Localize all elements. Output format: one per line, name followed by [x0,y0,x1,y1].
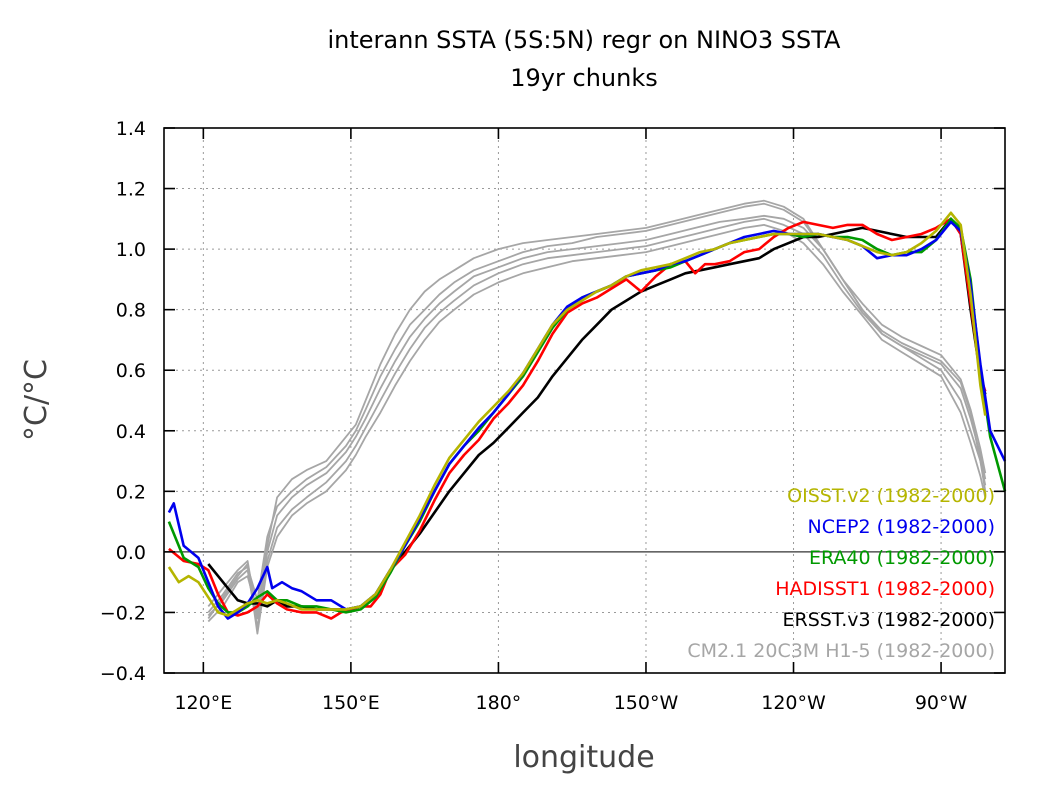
y-tick-label: 1.4 [116,118,146,140]
y-tick-label: −0.4 [100,663,146,685]
y-tick-label: 1.2 [116,179,146,201]
legend-entry: ERSST.v3 (1982-2000) [783,609,995,631]
x-tick-label: 150°W [614,692,679,714]
model-member-line [207,214,987,620]
model-member-line [207,223,987,635]
y-tick-label: 0.0 [116,542,146,564]
series-lines [167,199,1007,635]
plot-frame [163,127,1006,674]
y-tick-label: 0.8 [116,300,146,322]
series-line [168,217,987,620]
y-tick-label: 0.4 [116,421,146,443]
chart-title-line-2: 19yr chunks [510,64,657,92]
legend: OISST.v2 (1982-2000) NCEP2 (1982-2000) ERA… [687,485,995,662]
legend-entry: ERA40 (1982-2000) [809,547,995,569]
series-line [167,211,987,617]
legend-entry: OISST.v2 (1982-2000) [787,485,995,507]
y-axis-label: °C/°C [19,359,54,441]
y-tick-labels: −0.4 −0.2 0.0 0.2 0.4 0.6 0.8 1.0 1.2 1.4 [100,118,146,685]
x-tick-label: 150°E [322,692,380,714]
model-member-line [207,199,987,623]
chart-title-line-1: interann SSTA (5S:5N) regr on NINO3 SSTA [328,26,842,54]
x-tick-label: 120°W [761,692,826,714]
x-axis-label: longitude [513,740,654,775]
x-tick-label: 180° [476,692,522,714]
legend-entry: HADISST1 (1982-2000) [775,578,995,600]
axis-ticks [164,127,1005,674]
y-tick-label: 0.2 [116,481,146,503]
y-tick-label: −0.2 [100,602,146,624]
model-member-line [207,217,987,629]
x-tick-labels: 120°E 150°E 180° 150°W 120°W 90°W [174,692,967,714]
x-tick-label: 120°E [174,692,232,714]
legend-entry: CM2.1 20C3M H1-5 (1982-2000) [687,640,995,662]
y-tick-label: 1.0 [116,239,146,261]
legend-entry: NCEP2 (1982-2000) [808,516,995,538]
y-tick-label: 0.6 [116,360,146,382]
x-tick-label: 90°W [915,692,968,714]
